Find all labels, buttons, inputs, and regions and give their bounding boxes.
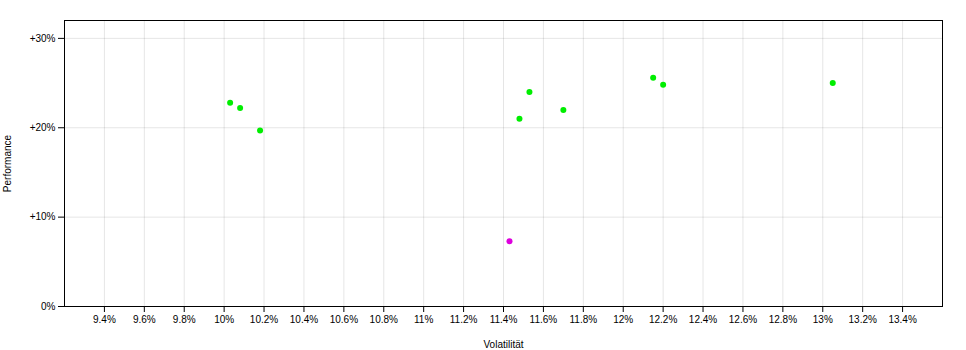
svg-text:9.6%: 9.6% <box>133 314 156 325</box>
svg-text:11%: 11% <box>414 314 433 325</box>
svg-text:12.4%: 12.4% <box>689 314 717 325</box>
svg-text:10.6%: 10.6% <box>330 314 358 325</box>
svg-text:10.4%: 10.4% <box>290 314 318 325</box>
svg-text:13.2%: 13.2% <box>849 314 877 325</box>
svg-text:10%: 10% <box>214 314 234 325</box>
svg-text:10.2%: 10.2% <box>250 314 278 325</box>
svg-text:13%: 13% <box>813 314 833 325</box>
svg-text:11.6%: 11.6% <box>530 314 558 325</box>
svg-text:Performance: Performance <box>2 134 13 192</box>
svg-text:9.4%: 9.4% <box>93 314 116 325</box>
svg-text:12%: 12% <box>613 314 633 325</box>
svg-text:11.8%: 11.8% <box>570 314 598 325</box>
svg-text:Volatilität: Volatilität <box>483 339 523 350</box>
svg-text:+10%: +10% <box>30 211 56 222</box>
svg-text:9.8%: 9.8% <box>173 314 196 325</box>
svg-text:+30%: +30% <box>30 33 56 44</box>
svg-text:11.2%: 11.2% <box>450 314 478 325</box>
svg-text:12.6%: 12.6% <box>729 314 757 325</box>
svg-text:11.4%: 11.4% <box>490 314 518 325</box>
svg-text:+20%: +20% <box>30 122 56 133</box>
svg-text:13.4%: 13.4% <box>888 314 916 325</box>
svg-text:12.8%: 12.8% <box>769 314 797 325</box>
svg-text:0%: 0% <box>41 301 56 312</box>
svg-text:12.2%: 12.2% <box>649 314 677 325</box>
svg-text:10.8%: 10.8% <box>370 314 398 325</box>
